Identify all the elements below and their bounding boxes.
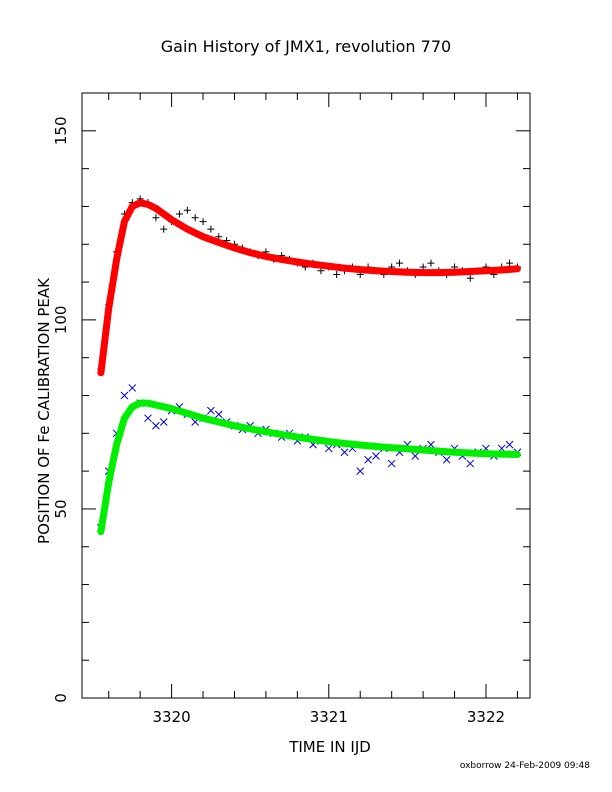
data-point-2 — [152, 421, 160, 430]
data-point-0 — [199, 218, 207, 226]
data-point-2 — [364, 455, 372, 464]
data-point-0 — [152, 214, 160, 222]
x-tick-label: 3322 — [467, 708, 505, 726]
data-point-2 — [159, 418, 168, 426]
data-point-2 — [128, 384, 137, 392]
y-tick-label: 0 — [52, 693, 70, 703]
y-axis-label: POSITION OF Fe CALIBRATION PEAK — [35, 278, 53, 544]
fit-curve-1 — [97, 199, 521, 377]
data-point-2 — [387, 459, 396, 468]
data-point-0 — [160, 225, 168, 233]
y-tick-label: 150 — [52, 116, 70, 145]
data-point-2 — [372, 452, 380, 460]
fit-curve-3 — [97, 399, 521, 536]
data-point-2 — [207, 406, 215, 415]
data-point-2 — [120, 391, 129, 400]
data-point-0 — [191, 214, 199, 222]
data-point-0 — [506, 259, 514, 267]
data-point-0 — [333, 271, 341, 278]
y-tick-label: 50 — [52, 499, 70, 518]
data-point-0 — [427, 259, 435, 267]
data-point-2 — [356, 467, 365, 475]
data-point-2 — [324, 444, 333, 453]
data-point-2 — [144, 414, 152, 423]
data-point-2 — [411, 452, 420, 460]
footer-stamp: oxborrow 24-Feb-2009 09:48 — [459, 761, 590, 771]
data-point-0 — [183, 206, 191, 214]
plot-frame — [81, 92, 531, 699]
data-point-2 — [466, 459, 475, 468]
x-tick-label: 3320 — [153, 708, 191, 726]
x-axis-label: TIME IN IJD — [289, 738, 371, 756]
data-point-2 — [214, 410, 223, 419]
data-point-2 — [340, 448, 349, 457]
x-tick-label: 3321 — [310, 708, 348, 726]
data-point-0 — [396, 259, 404, 267]
data-point-2 — [505, 440, 514, 449]
data-point-0 — [466, 274, 474, 282]
data-point-0 — [175, 210, 183, 218]
chart-title: Gain History of JMX1, revolution 770 — [160, 37, 452, 56]
data-point-0 — [207, 225, 215, 233]
data-point-2 — [442, 455, 451, 464]
y-tick-label: 100 — [52, 306, 70, 335]
